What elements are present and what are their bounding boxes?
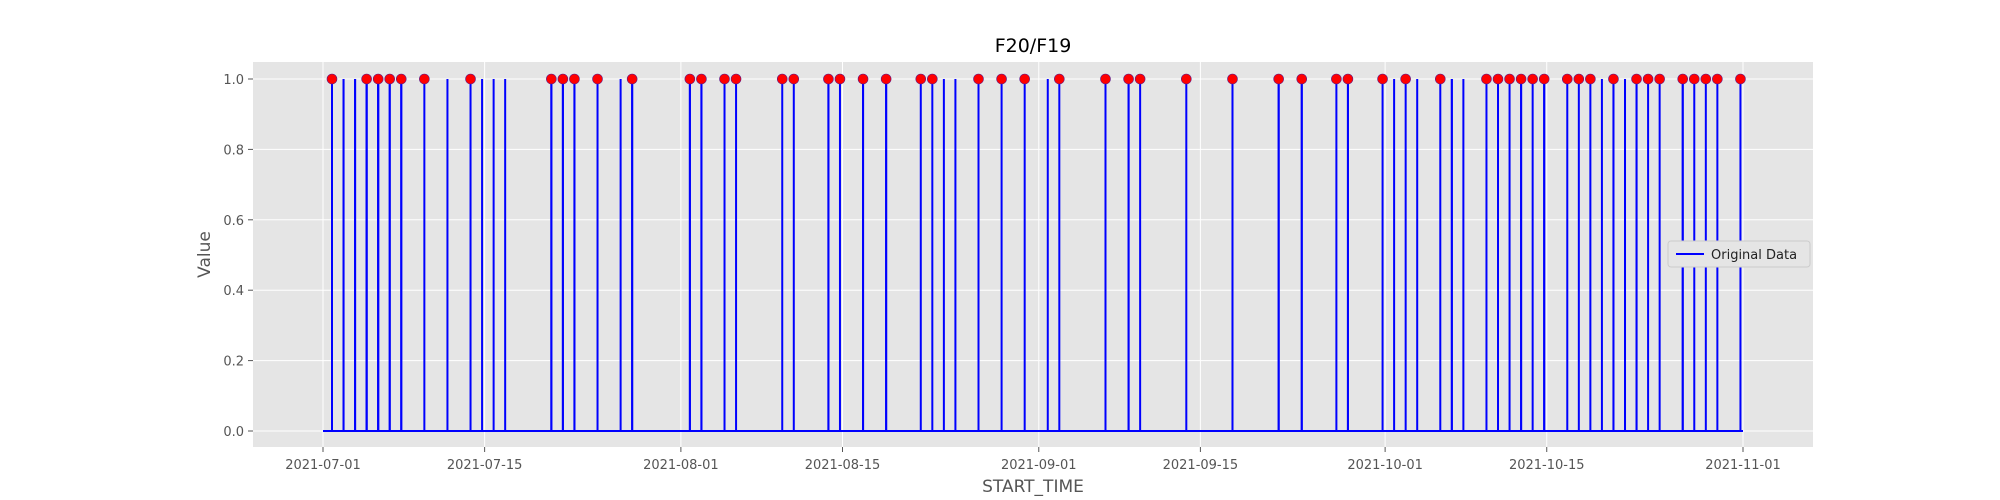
- spike-marker: [546, 73, 557, 85]
- x-tick-label: 2021-09-15: [1163, 458, 1239, 473]
- spike-marker: [395, 73, 407, 85]
- spike-marker: [1538, 73, 1550, 85]
- y-tick-label: 0.6: [223, 214, 244, 229]
- spike-marker: [1054, 73, 1065, 85]
- spike-marker: [1631, 73, 1642, 85]
- spike-marker: [1181, 73, 1192, 85]
- x-tick-label: 2021-11-01: [1705, 458, 1781, 473]
- spike-marker: [1481, 73, 1492, 85]
- spike-marker: [1700, 73, 1712, 85]
- y-tick-label: 0.2: [223, 355, 244, 370]
- spike-marker: [326, 73, 338, 85]
- spike-marker: [719, 73, 730, 85]
- legend-box: [1667, 240, 1811, 268]
- y-tick-label: 0.0: [223, 425, 244, 440]
- y-tick-label: 1.0: [223, 73, 244, 88]
- legend-label-original-data: Original Data: [1711, 248, 1797, 263]
- spike-marker: [361, 73, 372, 85]
- spike-marker: [372, 73, 384, 85]
- spike-marker: [834, 73, 846, 85]
- spike-marker: [1504, 73, 1515, 85]
- spike-marker: [1515, 73, 1527, 85]
- spike-marker: [1434, 73, 1446, 85]
- spike-marker: [1735, 73, 1746, 85]
- spike-marker: [1688, 73, 1700, 85]
- spike-marker: [1677, 73, 1689, 85]
- spike-marker: [569, 73, 580, 85]
- plot-background: [253, 62, 1813, 447]
- x-tick-label: 2021-08-15: [805, 458, 881, 473]
- x-axis-label: START_TIME: [982, 477, 1084, 497]
- spike-marker: [1019, 73, 1030, 85]
- spike-marker: [927, 73, 938, 85]
- spike-marker: [1134, 73, 1146, 85]
- y-axis-ticks: 0.0 0.2 0.4 0.6 0.8 1.0: [223, 73, 253, 440]
- spike-marker: [1296, 73, 1308, 85]
- spike-marker: [788, 73, 800, 85]
- spike-marker: [1100, 73, 1111, 85]
- spike-marker: [1377, 73, 1388, 85]
- x-tick-label: 2021-10-15: [1509, 458, 1585, 473]
- spike-marker: [1654, 73, 1665, 85]
- spike-marker: [684, 73, 696, 85]
- spike-marker: [419, 73, 430, 85]
- spike-marker: [1527, 73, 1538, 85]
- spike-marker: [1712, 73, 1723, 85]
- spike-marker: [465, 73, 476, 85]
- spike-marker: [1342, 73, 1354, 85]
- spike-marker: [1273, 73, 1284, 85]
- spike-marker: [1608, 73, 1619, 85]
- spike-marker: [626, 73, 638, 85]
- legend: Original Data: [1667, 240, 1811, 268]
- y-tick-label: 0.4: [223, 284, 244, 299]
- x-axis-ticks: 2021-07-01 2021-07-15 2021-08-01 2021-08-15…: [285, 447, 1781, 473]
- spike-marker: [1561, 73, 1573, 85]
- spike-marker: [776, 73, 788, 85]
- spike-marker: [696, 73, 707, 85]
- spike-marker: [973, 73, 984, 85]
- spike-marker: [592, 73, 603, 85]
- y-tick-label: 0.8: [223, 143, 244, 158]
- spike-marker: [384, 73, 396, 85]
- spike-marker: [1227, 73, 1238, 85]
- x-tick-label: 2021-10-01: [1347, 458, 1423, 473]
- spike-marker: [730, 73, 742, 85]
- x-tick-label: 2021-07-01: [285, 458, 361, 473]
- spike-marker: [1492, 73, 1504, 85]
- chart-title: F20/F19: [995, 35, 1072, 57]
- spike-marker: [1573, 73, 1585, 85]
- spike-marker: [915, 73, 927, 85]
- spike-marker: [1400, 73, 1411, 85]
- x-tick-label: 2021-07-15: [447, 458, 523, 473]
- y-axis-label: Value: [195, 231, 215, 278]
- x-tick-label: 2021-08-01: [643, 458, 719, 473]
- x-tick-label: 2021-09-01: [1001, 458, 1077, 473]
- spike-marker: [1642, 73, 1654, 85]
- spike-marker: [557, 73, 569, 85]
- spike-marker: [1585, 73, 1596, 85]
- spike-marker: [880, 73, 892, 85]
- spike-marker: [996, 73, 1007, 85]
- spike-marker: [823, 73, 834, 85]
- spike-marker: [857, 73, 869, 85]
- spike-marker: [1123, 73, 1134, 85]
- spike-markers: [326, 73, 1746, 85]
- spike-marker: [1331, 73, 1342, 85]
